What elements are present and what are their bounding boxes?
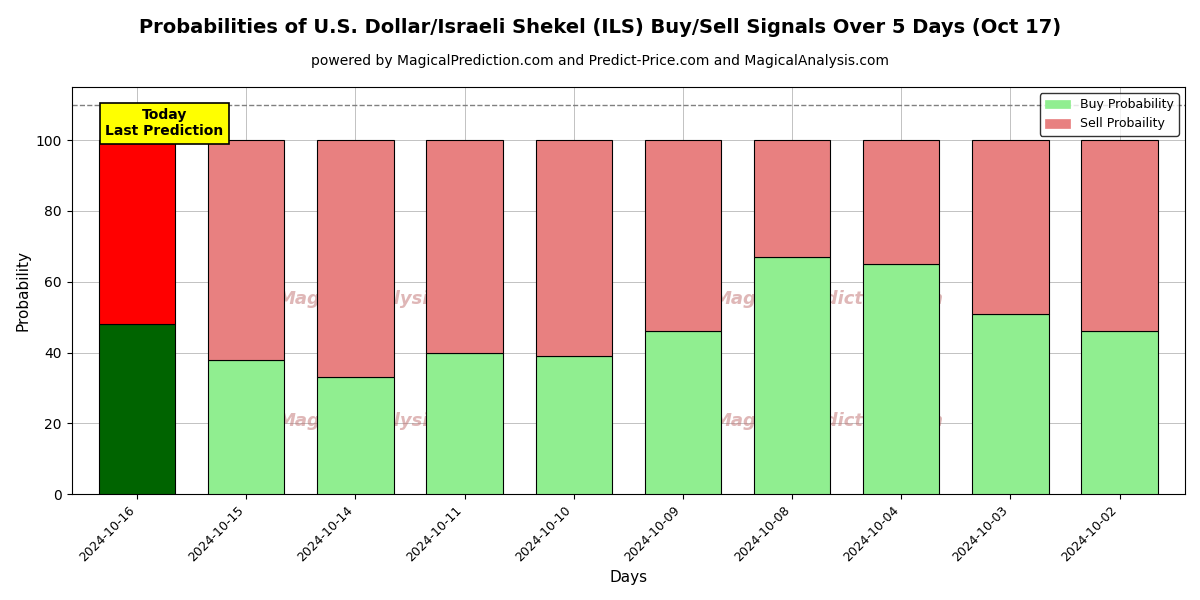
- Legend: Buy Probability, Sell Probaility: Buy Probability, Sell Probaility: [1040, 93, 1178, 136]
- X-axis label: Days: Days: [610, 570, 647, 585]
- Bar: [972, 314, 1049, 494]
- Bar: [208, 140, 284, 359]
- Text: Today
Last Prediction: Today Last Prediction: [106, 108, 223, 139]
- Bar: [644, 331, 721, 494]
- Bar: [754, 140, 830, 257]
- Text: MagicalAnalysis.com: MagicalAnalysis.com: [278, 290, 488, 308]
- Bar: [317, 377, 394, 494]
- Bar: [426, 140, 503, 353]
- Text: MagicalPrediction.com: MagicalPrediction.com: [714, 290, 943, 308]
- Bar: [972, 140, 1049, 314]
- Bar: [1081, 140, 1158, 331]
- Bar: [535, 140, 612, 356]
- Bar: [98, 140, 175, 324]
- Text: Probabilities of U.S. Dollar/Israeli Shekel (ILS) Buy/Sell Signals Over 5 Days (: Probabilities of U.S. Dollar/Israeli She…: [139, 18, 1061, 37]
- Bar: [317, 140, 394, 377]
- Bar: [1081, 331, 1158, 494]
- Bar: [208, 359, 284, 494]
- Bar: [426, 353, 503, 494]
- Bar: [535, 356, 612, 494]
- Bar: [98, 324, 175, 494]
- Text: MagicalPrediction.com: MagicalPrediction.com: [714, 412, 943, 430]
- Text: powered by MagicalPrediction.com and Predict-Price.com and MagicalAnalysis.com: powered by MagicalPrediction.com and Pre…: [311, 54, 889, 68]
- Bar: [863, 264, 940, 494]
- Bar: [863, 140, 940, 264]
- Text: MagicalAnalysis.com: MagicalAnalysis.com: [278, 412, 488, 430]
- Bar: [644, 140, 721, 331]
- Bar: [754, 257, 830, 494]
- Y-axis label: Probability: Probability: [16, 250, 30, 331]
